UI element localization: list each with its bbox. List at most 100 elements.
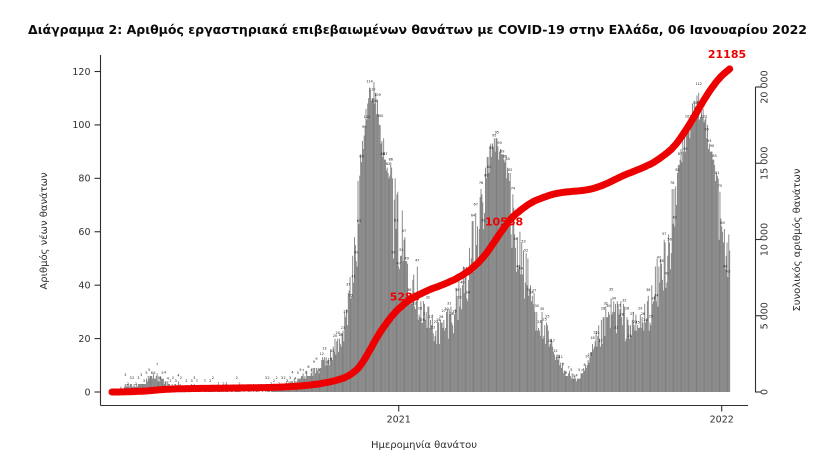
svg-text:101: 101 xyxy=(701,114,707,118)
svg-text:30: 30 xyxy=(540,307,544,311)
svg-text:31: 31 xyxy=(447,301,451,305)
svg-text:20 000: 20 000 xyxy=(760,70,771,103)
annotation-21185: 21185 xyxy=(708,48,746,61)
svg-text:25: 25 xyxy=(545,314,549,318)
svg-text:25: 25 xyxy=(635,320,639,324)
svg-text:20: 20 xyxy=(628,334,632,338)
svg-text:26: 26 xyxy=(436,318,440,322)
svg-text:30: 30 xyxy=(444,307,448,311)
svg-text:20: 20 xyxy=(333,334,337,338)
svg-text:2022: 2022 xyxy=(710,415,734,426)
svg-text:67: 67 xyxy=(474,202,478,206)
svg-text:80: 80 xyxy=(78,174,90,185)
svg-text:90: 90 xyxy=(683,147,687,151)
svg-text:3: 3 xyxy=(193,376,195,380)
svg-text:61: 61 xyxy=(394,218,398,222)
svg-text:19: 19 xyxy=(593,331,597,335)
svg-text:18: 18 xyxy=(338,333,342,337)
svg-text:21: 21 xyxy=(596,331,600,335)
svg-text:100: 100 xyxy=(72,120,90,131)
svg-text:13: 13 xyxy=(588,353,592,357)
svg-text:2: 2 xyxy=(276,376,278,380)
svg-text:46: 46 xyxy=(516,264,520,268)
svg-text:3: 3 xyxy=(265,376,267,380)
svg-text:5: 5 xyxy=(148,368,150,372)
svg-text:7: 7 xyxy=(568,366,570,370)
svg-text:11: 11 xyxy=(559,355,563,359)
svg-text:49: 49 xyxy=(354,250,358,254)
svg-text:2: 2 xyxy=(180,376,182,380)
svg-text:26: 26 xyxy=(439,315,443,319)
svg-text:40: 40 xyxy=(460,280,464,284)
svg-text:74: 74 xyxy=(511,187,515,191)
svg-text:13: 13 xyxy=(322,347,326,351)
svg-text:27: 27 xyxy=(630,312,634,316)
svg-text:27: 27 xyxy=(423,312,427,316)
svg-text:20: 20 xyxy=(336,331,340,335)
svg-text:47: 47 xyxy=(415,259,419,263)
svg-text:6: 6 xyxy=(307,365,309,369)
svg-text:7: 7 xyxy=(156,363,158,367)
svg-text:36: 36 xyxy=(455,288,459,292)
svg-text:8: 8 xyxy=(584,363,586,367)
svg-text:27: 27 xyxy=(442,309,446,313)
svg-text:25: 25 xyxy=(543,317,547,321)
svg-text:29: 29 xyxy=(638,307,642,311)
svg-text:20: 20 xyxy=(78,334,90,345)
svg-text:26: 26 xyxy=(450,312,454,316)
svg-text:2: 2 xyxy=(135,382,137,386)
svg-text:32: 32 xyxy=(458,296,462,300)
svg-text:88: 88 xyxy=(381,152,385,156)
svg-text:30: 30 xyxy=(535,304,539,308)
svg-text:30: 30 xyxy=(606,304,610,308)
svg-text:25: 25 xyxy=(649,314,653,318)
svg-text:5: 5 xyxy=(297,371,299,375)
svg-text:95: 95 xyxy=(492,134,496,138)
svg-text:5: 5 xyxy=(161,371,163,375)
svg-text:76: 76 xyxy=(479,181,483,185)
svg-text:0: 0 xyxy=(84,387,90,398)
svg-text:10: 10 xyxy=(328,358,332,362)
svg-text:6: 6 xyxy=(565,371,567,375)
svg-text:18: 18 xyxy=(590,336,594,340)
svg-text:3: 3 xyxy=(175,379,177,383)
svg-text:112: 112 xyxy=(695,82,701,86)
svg-text:10: 10 xyxy=(325,361,329,365)
axis-titles: Αριθμός νέων θανάτων Συνολικός αριθμός θα… xyxy=(38,168,803,451)
svg-text:2: 2 xyxy=(238,382,240,386)
svg-text:114: 114 xyxy=(366,80,372,84)
svg-text:4: 4 xyxy=(159,377,161,381)
svg-text:82: 82 xyxy=(386,162,390,166)
svg-text:1: 1 xyxy=(196,379,198,383)
svg-text:2: 2 xyxy=(132,376,134,380)
svg-text:5: 5 xyxy=(299,368,301,372)
svg-text:90: 90 xyxy=(497,141,501,145)
svg-text:1: 1 xyxy=(204,379,206,383)
svg-text:28: 28 xyxy=(625,306,629,310)
svg-text:2: 2 xyxy=(212,376,214,380)
axes xyxy=(94,55,762,412)
svg-text:1: 1 xyxy=(225,382,227,386)
svg-text:5 000: 5 000 xyxy=(760,302,771,329)
svg-text:57: 57 xyxy=(402,229,406,233)
svg-text:46: 46 xyxy=(723,264,727,268)
svg-text:100: 100 xyxy=(377,114,383,118)
svg-text:3: 3 xyxy=(289,376,291,380)
svg-text:3: 3 xyxy=(124,373,126,377)
svg-text:51: 51 xyxy=(399,248,403,252)
svg-text:35: 35 xyxy=(609,288,613,292)
svg-text:41: 41 xyxy=(351,275,355,279)
svg-text:109: 109 xyxy=(374,93,380,97)
x-axis-title: Ημερομηνία θανάτου xyxy=(371,439,477,451)
svg-text:47: 47 xyxy=(397,262,401,266)
svg-text:5: 5 xyxy=(145,371,147,375)
svg-text:57: 57 xyxy=(662,232,666,236)
svg-text:5: 5 xyxy=(153,371,155,375)
svg-text:10: 10 xyxy=(585,355,589,359)
svg-text:82: 82 xyxy=(487,165,491,169)
svg-text:23: 23 xyxy=(537,320,541,324)
svg-text:12: 12 xyxy=(556,355,560,359)
svg-text:44: 44 xyxy=(519,267,523,271)
svg-text:2: 2 xyxy=(172,376,174,380)
svg-text:120: 120 xyxy=(72,67,90,78)
